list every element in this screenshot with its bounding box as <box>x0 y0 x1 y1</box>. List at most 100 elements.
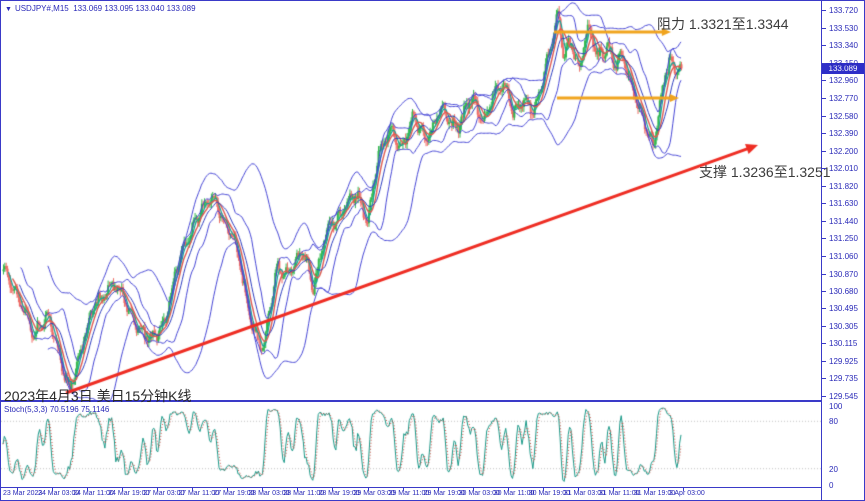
time-axis-tick <box>542 487 544 491</box>
price-axis-tick <box>821 80 826 82</box>
price-axis-label: 132.770 <box>829 93 858 103</box>
price-axis-tick <box>821 255 826 257</box>
time-axis-tick <box>17 487 18 491</box>
price-axis-label: 132.010 <box>829 164 858 174</box>
support-label: 支撑 1.3236至1.3251 <box>699 164 831 180</box>
price-axis-tick <box>821 238 826 240</box>
price-axis-label: 130.870 <box>829 269 858 279</box>
price-axis-tick <box>821 168 826 170</box>
price-axis-tick <box>821 395 826 397</box>
time-axis-label: 31 Mar 03:00 <box>563 490 606 497</box>
price-axis-tick <box>821 10 826 12</box>
stochastic-d-value: 75.1146 <box>80 405 110 414</box>
time-axis-tick <box>472 487 474 491</box>
time-axis-tick <box>122 487 124 491</box>
price-axis-tick <box>821 27 826 29</box>
price-axis-label: 131.250 <box>829 234 858 244</box>
price-axis-divider <box>821 1 822 500</box>
time-axis-tick <box>332 487 334 491</box>
time-axis-tick <box>367 487 369 491</box>
price-axis-tick <box>821 220 826 222</box>
price-axis-label: 133.340 <box>829 41 858 51</box>
time-axis-divider <box>1 487 821 488</box>
time-axis-tick <box>402 487 404 491</box>
time-axis-label: 31 Mar 19:00 <box>633 490 676 497</box>
chart-header: ▼ USDJPY#,M15 133.069 133.095 133.040 133… <box>5 4 196 13</box>
price-axis-tick <box>821 360 826 362</box>
time-axis-tick <box>157 487 159 491</box>
time-axis-label: 30 Mar 03:00 <box>458 490 500 497</box>
date-caption: 2023年4月3日 美日15分钟K线 <box>4 388 192 404</box>
price-axis-label: 133.720 <box>829 6 858 16</box>
time-axis-label: 23 Mar 2023 <box>3 490 43 497</box>
price-axis-label: 130.495 <box>829 304 858 314</box>
time-axis-label: 29 Mar 03:00 <box>353 490 395 497</box>
time-axis-tick <box>192 487 194 491</box>
stoch-axis-label: 80 <box>829 417 838 427</box>
time-axis-tick <box>577 487 579 491</box>
stoch-axis-label: 20 <box>829 464 838 474</box>
price-axis-tick <box>821 115 826 117</box>
price-axis-label: 133.150 <box>829 58 858 68</box>
price-axis-tick <box>821 378 826 380</box>
time-axis-tick <box>262 487 264 491</box>
time-axis-label: 29 Mar 19:00 <box>423 490 465 497</box>
resistance-label: 阻力 1.3321至1.3344 <box>657 16 789 32</box>
price-axis-label: 133.530 <box>829 23 858 33</box>
price-axis-tick <box>821 45 826 47</box>
panel-separator[interactable] <box>1 400 821 402</box>
price-axis-tick <box>821 203 826 205</box>
stochastic-label: Stoch(5,3,3) 70.5196 75.1146 <box>4 405 109 414</box>
time-axis-label: 24 Mar 03:00 <box>38 490 80 497</box>
time-axis-tick <box>437 487 439 491</box>
price-axis-label: 129.545 <box>829 391 858 401</box>
price-axis-tick <box>821 133 826 135</box>
time-axis-label: 28 Mar 03:00 <box>248 490 290 497</box>
price-axis-label: 130.680 <box>829 287 858 297</box>
ohlc-values: 133.069 133.095 133.040 133.089 <box>73 4 196 13</box>
time-axis-tick <box>682 487 684 491</box>
price-axis-label: 132.200 <box>829 146 858 156</box>
time-axis-label: 30 Mar 11:00 <box>493 490 535 497</box>
price-axis-label: 132.960 <box>829 76 858 86</box>
stochastic-k-value: 70.5196 <box>49 405 79 414</box>
time-axis-tick <box>227 487 229 491</box>
time-axis-label: 27 Mar 19:00 <box>213 490 255 497</box>
price-axis-label: 129.925 <box>829 356 858 366</box>
price-axis-label: 129.735 <box>829 374 858 384</box>
price-axis-tick <box>821 273 826 275</box>
price-axis-tick <box>821 308 826 310</box>
price-axis-tick <box>821 185 826 187</box>
time-axis-tick <box>612 487 614 491</box>
price-axis-label: 132.580 <box>829 111 858 121</box>
price-axis-tick <box>821 62 826 64</box>
time-axis-tick <box>52 487 54 491</box>
price-axis-tick <box>821 291 826 293</box>
price-axis-label: 131.060 <box>829 251 858 261</box>
symbol-timeframe-label: USDJPY#,M15 <box>14 4 69 13</box>
stoch-axis-label: 0 <box>829 480 834 490</box>
price-chart-canvas[interactable] <box>1 1 821 401</box>
price-axis-label: 131.630 <box>829 199 858 209</box>
price-axis-label: 132.390 <box>829 129 858 139</box>
price-axis-tick <box>821 150 826 152</box>
price-axis-label: 131.440 <box>829 216 858 226</box>
symbol-dropdown-icon[interactable]: ▼ <box>5 6 12 13</box>
stoch-axis-label: 100 <box>829 401 843 411</box>
price-axis-label: 130.305 <box>829 321 858 331</box>
time-axis-tick <box>507 487 509 491</box>
stochastic-panel-canvas[interactable] <box>1 402 821 487</box>
time-axis-label: 24 Mar 11:00 <box>73 490 114 497</box>
time-axis-label: 28 Mar 19:00 <box>318 490 360 497</box>
time-axis-label: 29 Mar 11:00 <box>388 490 430 497</box>
time-axis-label: 3 Apr 03:00 <box>668 490 705 497</box>
current-price-tag: 133.089 <box>822 63 864 75</box>
time-axis-label: 31 Mar 11:00 <box>598 490 640 497</box>
time-axis-tick <box>297 487 299 491</box>
time-axis-tick <box>647 487 649 491</box>
time-axis-tick <box>87 487 89 491</box>
time-axis-label: 24 Mar 19:00 <box>108 490 150 497</box>
time-axis-label: 30 Mar 19:00 <box>528 490 570 497</box>
price-axis-tick <box>821 325 826 327</box>
